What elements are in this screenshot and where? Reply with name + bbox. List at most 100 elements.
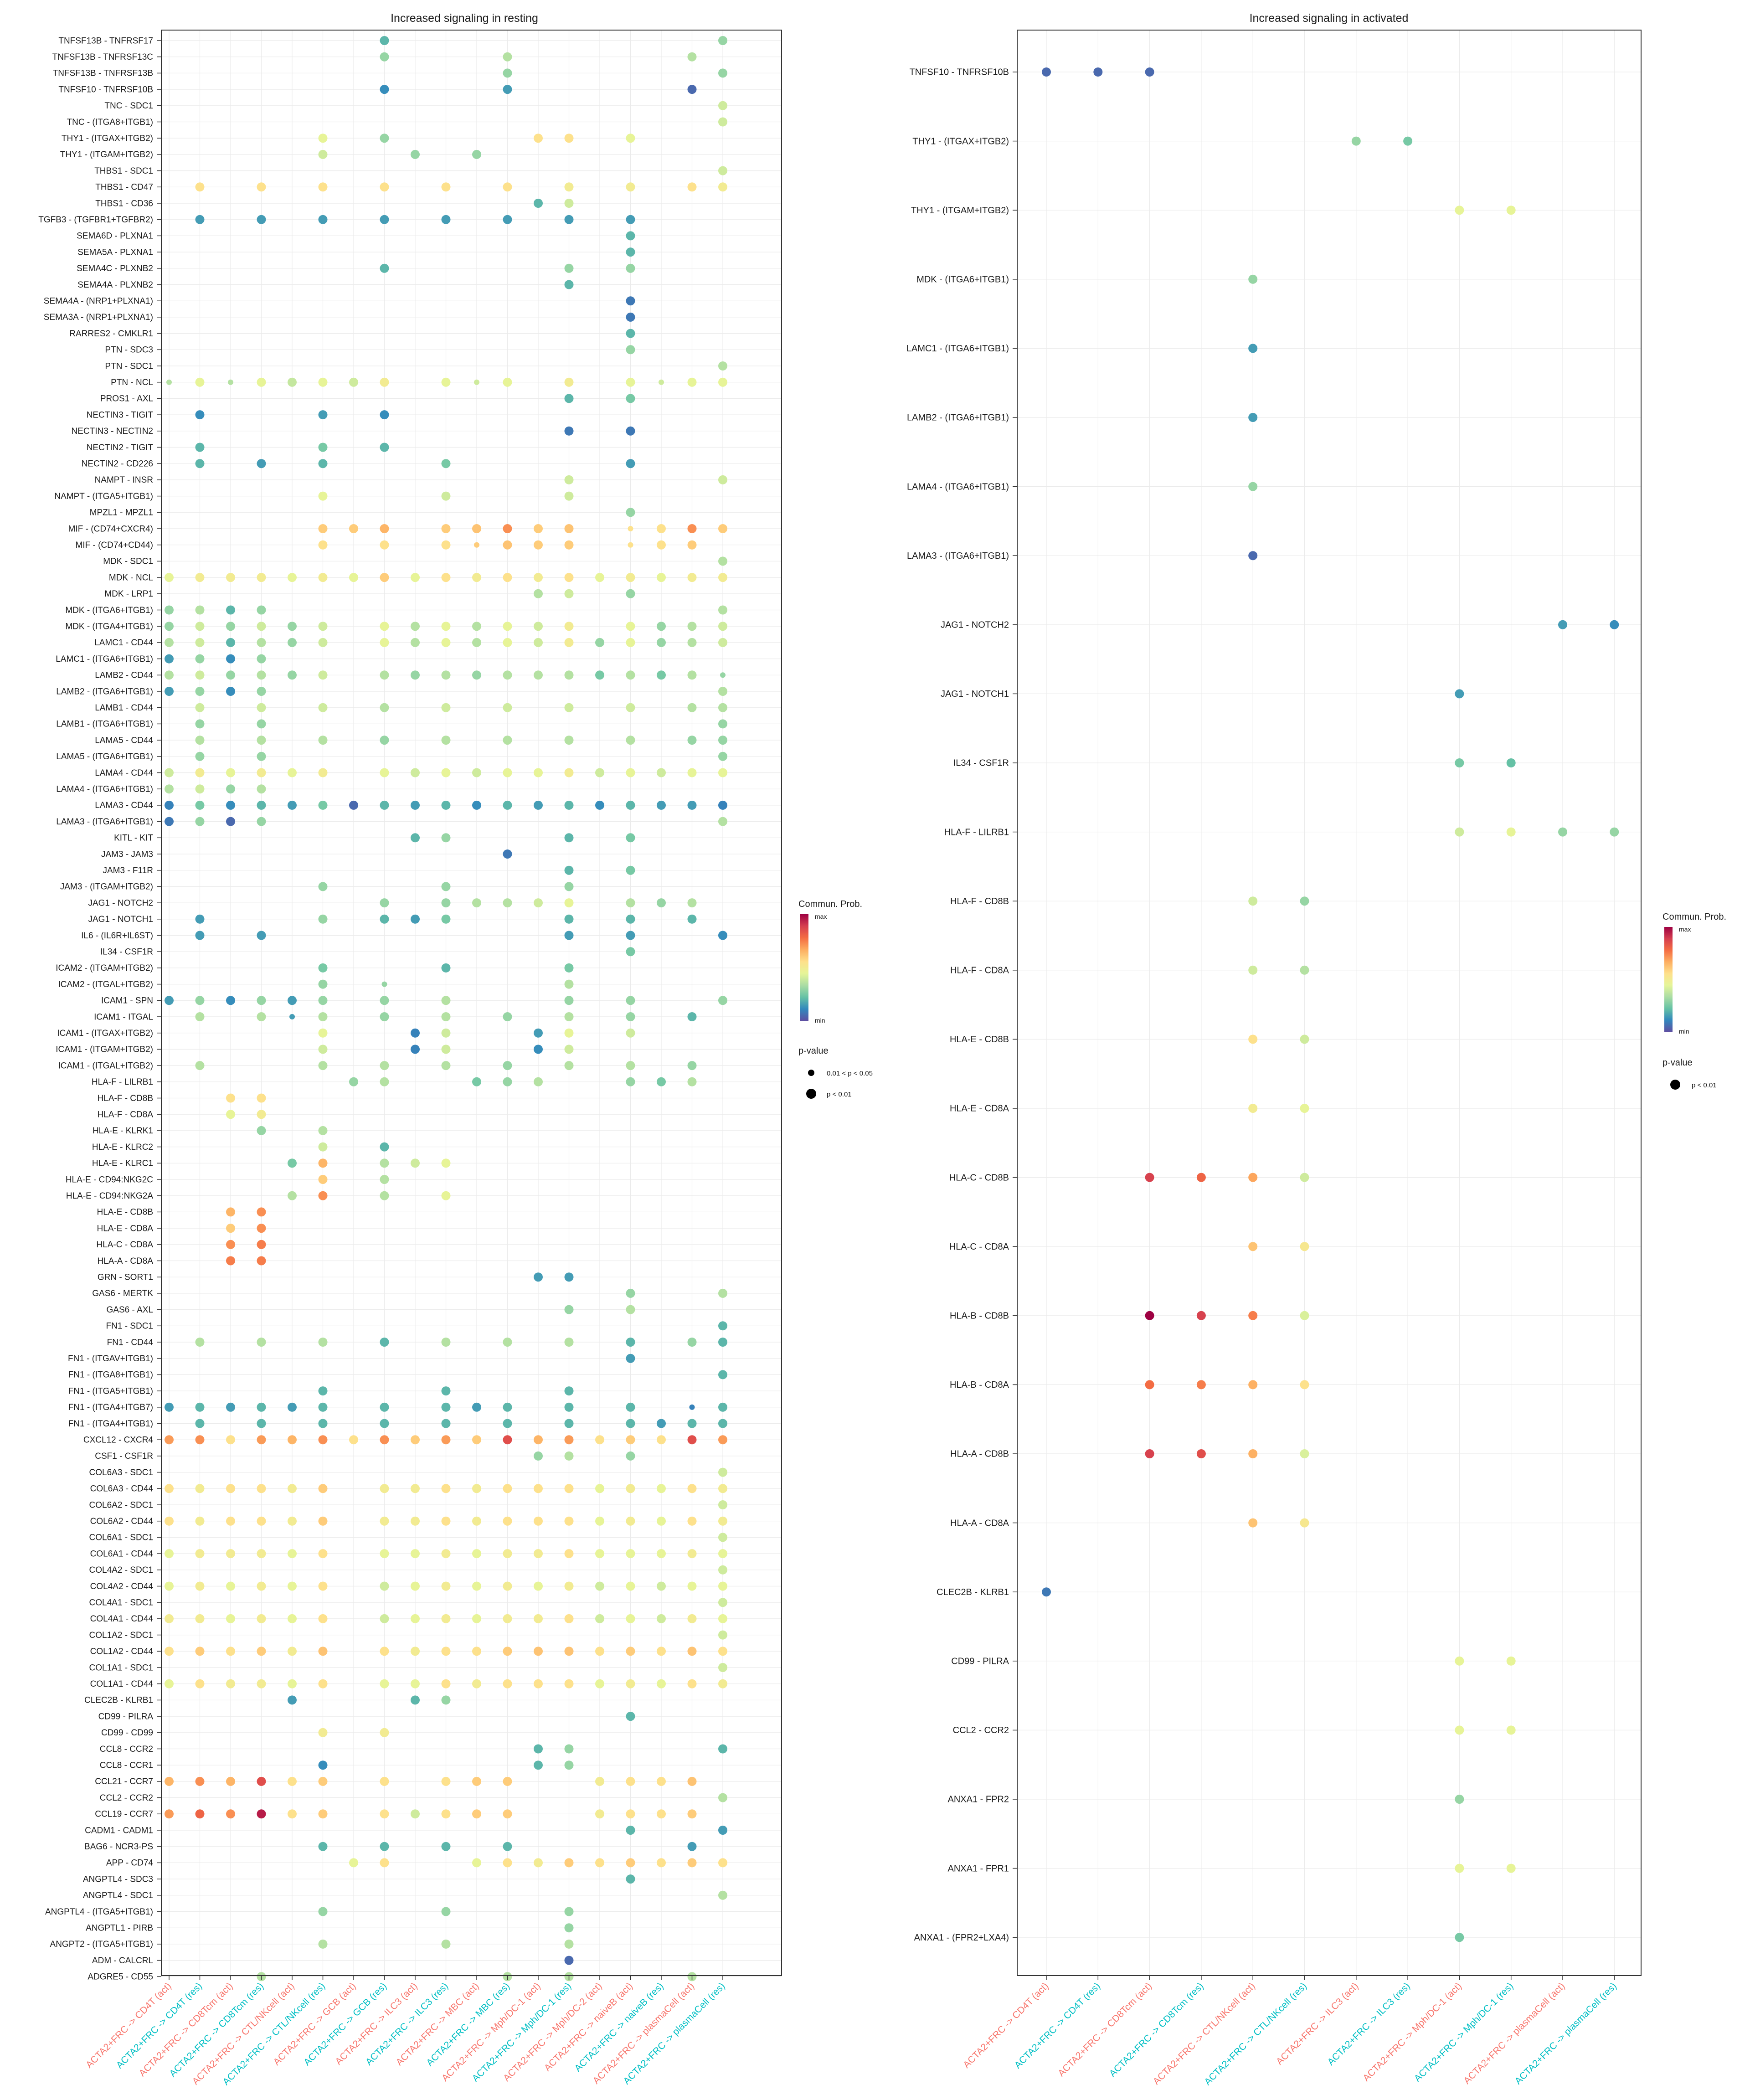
data-point (718, 524, 727, 533)
y-tick-label: COL6A3 - SDC1 (89, 1468, 153, 1477)
y-tick-label: ANXA1 - FPR2 (948, 1795, 1009, 1805)
data-point (564, 199, 574, 208)
data-point (318, 134, 328, 143)
data-point (257, 703, 266, 712)
data-point (318, 182, 328, 192)
data-point (657, 1809, 666, 1819)
data-point (318, 670, 328, 680)
data-point (657, 898, 666, 908)
data-point (657, 1679, 666, 1688)
data-point (687, 1842, 697, 1851)
data-point (1196, 1380, 1206, 1390)
data-point (441, 736, 451, 745)
data-point (626, 1451, 635, 1461)
data-point (718, 182, 727, 192)
data-point (626, 865, 635, 875)
data-point (472, 670, 481, 680)
data-point (564, 996, 574, 1005)
data-point (687, 1061, 697, 1071)
data-point (226, 1614, 235, 1623)
data-point (534, 1484, 543, 1493)
panel-resting-frame (161, 30, 782, 1976)
y-tick-label: ICAM1 - ITGAL (94, 1012, 153, 1022)
y-tick-label: COL1A2 - SDC1 (89, 1631, 153, 1640)
data-point (626, 1549, 635, 1559)
data-point (195, 443, 205, 452)
x-tick-label: ACTA2+FRC -> CD4T (res) (1013, 1981, 1102, 2070)
data-point (503, 377, 512, 387)
data-point (380, 410, 389, 420)
data-point (503, 1516, 512, 1526)
data-point (626, 377, 635, 387)
data-point (657, 1419, 666, 1428)
data-point (195, 215, 205, 224)
data-point (626, 459, 635, 468)
data-point (318, 800, 328, 810)
data-point (718, 1793, 727, 1802)
data-point (195, 1614, 205, 1623)
data-point (380, 1809, 389, 1819)
data-point (380, 1858, 389, 1868)
x-tick-label: ACTA2+FRC -> plasmaCell (act) (1462, 1981, 1567, 2086)
y-tick-label: ICAM1 - (ITGAM+ITGB2) (56, 1045, 153, 1055)
data-point (257, 1581, 266, 1591)
data-point (1196, 1449, 1206, 1458)
data-point (257, 1679, 266, 1688)
data-point (1248, 1380, 1258, 1390)
x-tick-label: ACTA2+FRC -> CTL/NKcell (act) (1151, 1981, 1257, 2087)
data-point (411, 1484, 420, 1493)
data-point (564, 800, 574, 810)
data-point (226, 654, 235, 664)
data-point (257, 817, 266, 826)
data-point (503, 670, 512, 680)
data-point (165, 1614, 174, 1623)
legend-activated-min: min (1679, 1028, 1689, 1035)
data-point (564, 1419, 574, 1428)
data-point (718, 1484, 727, 1493)
data-point (534, 1435, 543, 1445)
y-tick-label: GRN - SORT1 (98, 1273, 153, 1282)
data-point (657, 1516, 666, 1526)
data-point (626, 1614, 635, 1623)
data-point (503, 1858, 512, 1868)
data-point (472, 1614, 481, 1623)
data-point (626, 589, 635, 598)
data-point (564, 1338, 574, 1347)
data-point (472, 1549, 481, 1559)
data-point (503, 1338, 512, 1347)
data-point (718, 1598, 727, 1607)
data-point (657, 1858, 666, 1868)
data-point (718, 1826, 727, 1835)
panel-resting-x-labels: ACTA2+FRC -> CD4T (act)ACTA2+FRC -> CD4T… (84, 1976, 727, 2087)
data-point (380, 703, 389, 712)
data-point (626, 508, 635, 517)
data-point (318, 1581, 328, 1591)
data-point (1300, 1518, 1309, 1528)
data-point (687, 524, 697, 533)
y-tick-label: PTN - NCL (111, 378, 153, 387)
y-tick-label: LAMA4 - (ITGA6+ITGB1) (56, 785, 153, 794)
data-point (318, 1061, 328, 1071)
data-point (165, 1402, 174, 1412)
data-point (288, 1435, 297, 1445)
y-tick-label: HLA-C - CD8B (949, 1173, 1009, 1183)
panel-resting-points (165, 36, 727, 1982)
data-point (195, 1516, 205, 1526)
data-point (657, 638, 666, 647)
data-point (195, 817, 205, 826)
legend-resting-min: min (815, 1017, 825, 1024)
data-point (380, 1061, 389, 1071)
y-tick-label: CD99 - PILRA (951, 1656, 1009, 1666)
data-point (503, 1435, 512, 1445)
data-point (411, 914, 420, 924)
y-tick-label: LAMA5 - (ITGA6+ITGB1) (56, 752, 153, 762)
data-point (626, 426, 635, 436)
data-point (626, 1516, 635, 1526)
data-point (628, 526, 633, 531)
data-point (564, 1549, 574, 1559)
data-point (626, 800, 635, 810)
data-point (564, 638, 574, 647)
y-tick-label: COL6A3 - CD44 (90, 1484, 154, 1494)
data-point (165, 1647, 174, 1656)
data-point (687, 85, 697, 94)
